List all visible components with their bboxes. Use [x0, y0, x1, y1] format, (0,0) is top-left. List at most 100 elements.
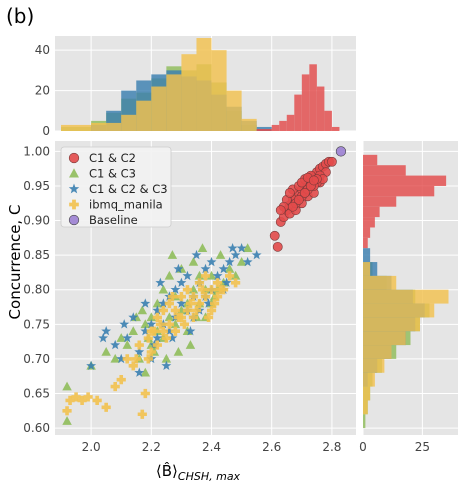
- data-point: [188, 257, 199, 266]
- data-point: [197, 243, 208, 252]
- data-point: [101, 326, 112, 336]
- data-point: [86, 360, 97, 370]
- data-point: [173, 312, 184, 322]
- x-axis-label: ⟨B̂⟩CHSH, max: [156, 461, 241, 483]
- top-hist-y-tick-label: 40: [35, 43, 50, 57]
- data-point: [164, 319, 174, 329]
- data-point: [206, 256, 217, 267]
- data-point: [140, 298, 151, 308]
- data-point: [275, 205, 286, 216]
- data-point: [203, 312, 214, 322]
- legend-marker: [68, 214, 80, 226]
- data-point: [221, 277, 232, 287]
- right-hist-x-tick-label: 0: [359, 440, 367, 454]
- legend-item: C1 & C3: [69, 167, 136, 181]
- data-point: [227, 243, 238, 253]
- data-point: [146, 319, 157, 329]
- data-point: [188, 292, 199, 302]
- data-point: [230, 249, 241, 260]
- x-tick-label: 2.6: [262, 440, 281, 454]
- histogram-bar: [61, 124, 92, 131]
- legend-item: ibmq_manila: [69, 198, 163, 212]
- y-tick-label: 0.95: [23, 179, 50, 193]
- histogram-bar: [286, 114, 295, 131]
- data-point: [231, 278, 241, 288]
- histogram-bar: [121, 114, 137, 131]
- data-point: [110, 353, 120, 363]
- data-point: [116, 353, 127, 364]
- data-point: [146, 347, 156, 357]
- x-tick-label: 2.8: [322, 440, 341, 454]
- histogram-bar: [363, 206, 380, 218]
- legend-item: Baseline: [68, 213, 138, 227]
- legend-marker: [68, 183, 80, 194]
- data-point: [128, 361, 138, 371]
- data-point: [173, 263, 184, 274]
- data-point: [188, 312, 199, 322]
- panel-label: (b): [6, 4, 35, 28]
- data-point: [308, 175, 319, 186]
- top-histogram: 0 20 40: [35, 36, 356, 138]
- data-point: [182, 285, 193, 295]
- y-tick-label: 0.60: [23, 421, 50, 435]
- data-point: [83, 392, 93, 402]
- data-point: [152, 298, 163, 308]
- data-point: [122, 333, 133, 343]
- histogram-bar: [363, 154, 378, 166]
- data-point: [173, 346, 184, 356]
- histogram-bar: [363, 262, 371, 276]
- data-point: [185, 340, 196, 349]
- data-point: [212, 292, 223, 302]
- data-point: [164, 270, 175, 280]
- data-point: [62, 406, 72, 416]
- histogram-bar: [136, 100, 152, 131]
- y-tick-label: 0.75: [23, 317, 50, 331]
- histogram-bar: [279, 120, 287, 131]
- legend-marker: [68, 152, 80, 164]
- data-point: [167, 250, 178, 259]
- data-point: [242, 256, 253, 267]
- top-hist-y-tick-label: 0: [42, 124, 50, 138]
- data-point: [215, 285, 226, 295]
- data-point: [170, 284, 181, 294]
- data-point: [158, 284, 169, 294]
- x-tick-label: 2.4: [202, 440, 221, 454]
- legend-label: C1 & C2: [89, 151, 136, 165]
- data-point: [137, 305, 148, 315]
- x-tick-label: 2.0: [82, 440, 101, 454]
- histogram-bar: [363, 414, 366, 429]
- y-tick-label: 1.00: [23, 144, 50, 158]
- data-point: [170, 305, 180, 316]
- data-point: [167, 333, 178, 343]
- data-point: [155, 277, 166, 287]
- data-point: [272, 241, 283, 252]
- data-point: [224, 256, 235, 267]
- y-axis-label: Concurrence, C: [6, 205, 24, 320]
- data-point: [215, 250, 226, 259]
- data-point: [155, 319, 165, 329]
- data-point: [224, 263, 235, 273]
- data-point: [335, 146, 347, 157]
- data-point: [140, 388, 150, 399]
- legend-label: C1 & C2 & C3: [89, 182, 168, 196]
- histogram-bar: [363, 345, 392, 359]
- data-point: [137, 409, 147, 419]
- data-point: [92, 395, 102, 406]
- histogram-bar: [316, 86, 325, 131]
- data-point: [143, 354, 153, 364]
- data-point: [236, 257, 247, 266]
- data-point: [212, 270, 223, 281]
- data-point: [161, 353, 172, 363]
- right-histogram: 0 25: [359, 141, 458, 454]
- data-point: [134, 367, 145, 377]
- histogram-bar: [363, 227, 371, 238]
- histogram-bar: [331, 126, 340, 131]
- histogram-bar: [211, 50, 227, 131]
- data-point: [140, 367, 151, 377]
- histogram-bar: [363, 386, 371, 401]
- data-point: [164, 326, 175, 336]
- data-point: [152, 312, 162, 322]
- y-tick-label: 0.80: [23, 283, 50, 297]
- histogram-bar: [363, 196, 397, 207]
